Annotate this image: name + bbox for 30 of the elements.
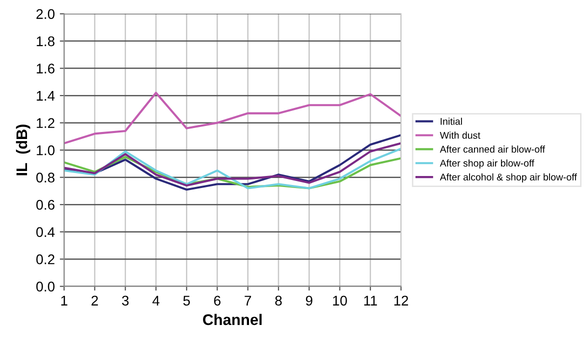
x-tick-label: 10 xyxy=(333,296,347,306)
legend-label: Initial xyxy=(440,118,462,125)
x-tick-label: 11 xyxy=(364,296,377,306)
y-tick-label: 1.8 xyxy=(36,36,54,46)
legend-label: With dust xyxy=(440,132,480,139)
y-tick-label: 2.0 xyxy=(36,9,55,19)
legend-label: After canned air blow-off xyxy=(440,146,546,153)
legend-label: After alcohol & shop air blow-off xyxy=(440,173,577,182)
y-tick-label: 0.4 xyxy=(36,227,55,238)
x-tick-label: 5 xyxy=(183,296,190,306)
x-tick-label: 9 xyxy=(306,296,312,306)
y-tick-label: 1.6 xyxy=(36,64,54,74)
x-tick-label: 8 xyxy=(275,296,282,306)
x-tick-label: 12 xyxy=(394,296,408,306)
y-tick-label: 1.0 xyxy=(36,145,55,156)
x-tick-label: 6 xyxy=(214,296,220,306)
x-tick-label: 4 xyxy=(152,296,160,306)
x-tick-label: 2 xyxy=(92,296,98,306)
y-tick-label: 1.2 xyxy=(36,118,54,128)
x-tick-label: 1 xyxy=(61,296,68,306)
y-axis-title: IL (dB) xyxy=(16,124,30,176)
y-tick-label: 0.0 xyxy=(36,282,55,292)
x-axis-title: Channel xyxy=(203,314,262,326)
x-tick-label: 7 xyxy=(244,296,252,306)
y-tick-label: 0.6 xyxy=(36,200,54,210)
y-tick-label: 0.8 xyxy=(36,172,54,182)
y-tick-label: 0.2 xyxy=(36,254,54,264)
y-tick-label: 1.4 xyxy=(36,91,55,101)
legend-label: After shop air blow-off xyxy=(440,159,534,169)
x-tick-label: 3 xyxy=(122,296,129,306)
